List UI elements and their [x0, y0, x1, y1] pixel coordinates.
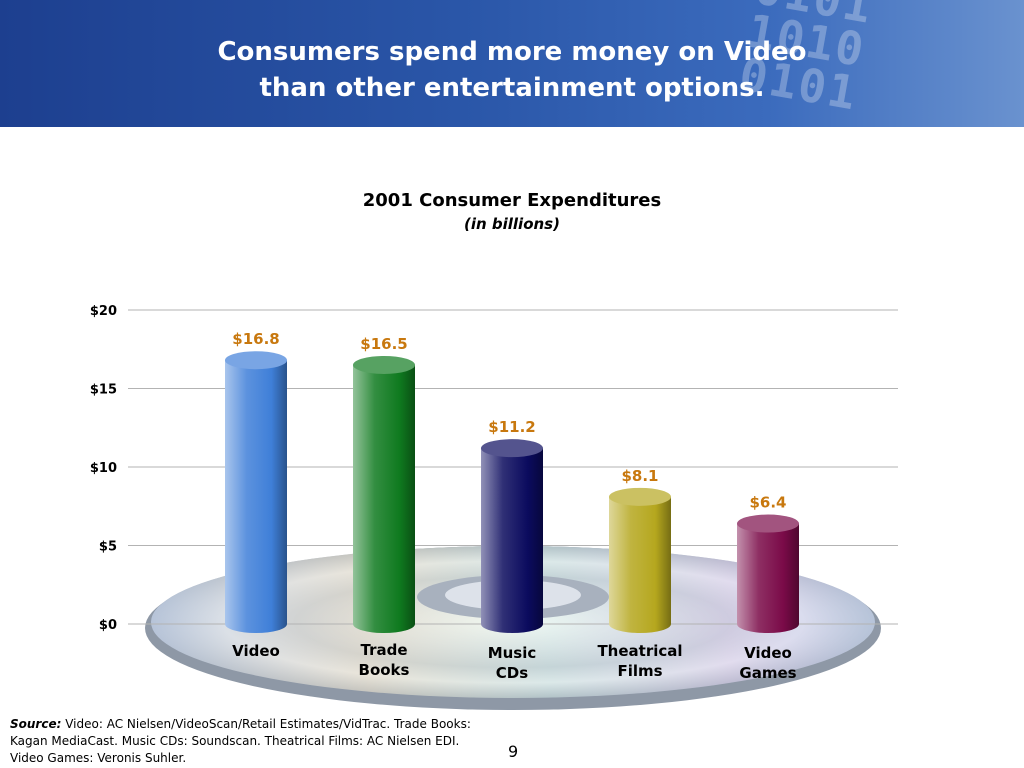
source-text: Video: AC Nielsen/VideoScan/Retail Estim… — [10, 717, 471, 765]
value-label: $11.2 — [488, 418, 535, 436]
y-tick-label: $5 — [99, 540, 117, 555]
chart-subtitle: (in billions) — [464, 215, 560, 233]
bar-body — [481, 448, 543, 624]
category-label: Video — [232, 642, 280, 660]
value-label: $16.5 — [360, 335, 407, 353]
source-label: Source: — [10, 717, 62, 731]
bar-video-games — [737, 514, 799, 633]
bar-top-cap — [353, 355, 415, 374]
bar-top-cap — [481, 439, 543, 458]
value-label: $16.8 — [232, 330, 279, 348]
chart-title: 2001 Consumer Expenditures — [362, 190, 662, 211]
bar-body — [225, 360, 287, 624]
bar-video — [225, 351, 287, 633]
slide-title: Consumers spend more money on Video than… — [0, 34, 1024, 106]
source-note: Source: Video: AC Nielsen/VideoScan/Reta… — [10, 716, 480, 767]
value-label: $6.4 — [749, 494, 786, 512]
bar-trade-books — [353, 355, 415, 633]
value-label: $8.1 — [621, 467, 658, 485]
bar-top-cap — [609, 487, 671, 506]
bar-base — [737, 615, 799, 633]
bar-top-cap — [225, 351, 287, 370]
page-number: 9 — [508, 742, 519, 761]
slide-header: 0101 1010 0101 Consumers spend more mone… — [0, 0, 1024, 127]
bar-body — [609, 496, 671, 624]
bar-base — [353, 615, 415, 633]
slide-title-line-1: Consumers spend more money on Video — [217, 37, 807, 67]
category-label: Video Games — [739, 644, 796, 682]
bar-base — [609, 615, 671, 633]
bar-theatrical-films — [609, 487, 671, 633]
category-label: Theatrical Films — [597, 642, 682, 680]
category-label: Music CDs — [488, 644, 537, 682]
y-tick-label: $0 — [99, 618, 117, 633]
bar-body — [353, 364, 415, 624]
slide-title-line-2: than other entertainment options. — [259, 73, 765, 103]
bar-top-cap — [737, 514, 799, 533]
bar-music-cds — [481, 439, 543, 633]
y-tick-label: $20 — [90, 304, 117, 319]
category-label: Trade Books — [359, 641, 410, 679]
y-tick-label: $10 — [90, 461, 117, 476]
bar-base — [481, 615, 543, 633]
y-tick-label: $15 — [90, 383, 117, 398]
bar-base — [225, 615, 287, 633]
bar-body — [737, 523, 799, 624]
